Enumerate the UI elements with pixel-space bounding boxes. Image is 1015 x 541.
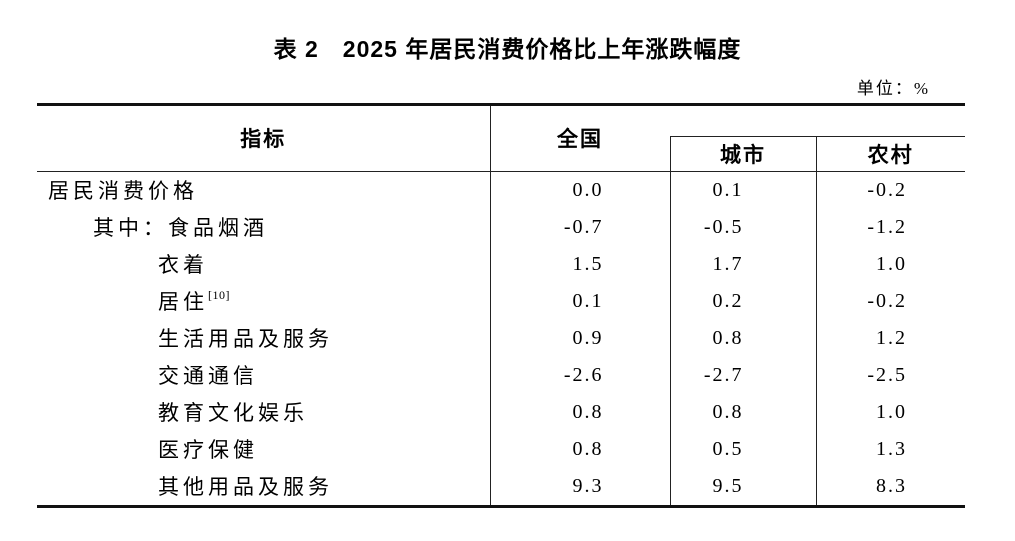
national-value-cell: 9.3 xyxy=(489,467,670,505)
table-row: 教育文化娱乐 0.8 0.8 1.0 xyxy=(37,393,965,431)
indicator-label: 交通通信 xyxy=(158,364,258,388)
unit-label: 单位：% xyxy=(856,79,930,98)
column-header-national: 全国 xyxy=(490,106,670,172)
rural-value-cell: 1.0 xyxy=(815,393,965,431)
city-value-cell: 0.8 xyxy=(669,319,816,357)
national-value-cell: 0.9 xyxy=(489,319,670,357)
table-row: 生活用品及服务 0.9 0.8 1.2 xyxy=(37,319,965,357)
table-row: 其中：食品烟酒 -0.7 -0.5 -1.2 xyxy=(37,208,965,246)
indicator-label: 教育文化娱乐 xyxy=(158,401,308,425)
rural-value-cell: 1.0 xyxy=(815,245,965,283)
header-spacer xyxy=(670,106,965,137)
indicator-label: 其他用品及服务 xyxy=(158,475,333,499)
table-body: 居民消费价格 0.0 0.1 -0.2 其中：食品烟酒 -0.7 -0.5 -1.2 衣着 1.5… xyxy=(37,171,965,505)
indicator-cell: 教育文化娱乐 xyxy=(37,394,490,431)
indicator-cell: 医疗保健 xyxy=(37,431,490,468)
rural-value-cell: 8.3 xyxy=(815,467,965,505)
national-value-cell: 0.1 xyxy=(489,282,670,320)
national-value-cell: 0.0 xyxy=(489,171,670,209)
indicator-label: 衣着 xyxy=(158,253,208,277)
city-value-cell: 0.5 xyxy=(669,430,816,468)
indicator-cell: 生活用品及服务 xyxy=(37,320,490,357)
indicator-cell: 其他用品及服务 xyxy=(37,468,490,505)
table-row: 衣着 1.5 1.7 1.0 xyxy=(37,245,965,283)
city-value-cell: -2.7 xyxy=(669,356,816,394)
table-row: 其他用品及服务 9.3 9.5 8.3 xyxy=(37,467,965,505)
indicator-label: 居住 xyxy=(158,290,208,314)
column-header-rural: 农村 xyxy=(815,136,965,172)
indicator-cell: 衣着 xyxy=(37,246,490,283)
table-row: 居住[10] 0.1 0.2 -0.2 xyxy=(37,282,965,320)
indicator-cell: 居住[10] xyxy=(37,283,490,320)
rural-value-cell: -0.2 xyxy=(815,282,965,320)
indicator-cell: 交通通信 xyxy=(37,357,490,394)
column-header-city: 城市 xyxy=(669,136,816,172)
table-header: 指标 全国 城市 农村 xyxy=(37,106,965,172)
national-value-cell: -2.6 xyxy=(489,356,670,394)
national-value-cell: 0.8 xyxy=(489,430,670,468)
city-value-cell: 1.7 xyxy=(669,245,816,283)
cpi-data-table: 指标 全国 城市 农村 居民消费价格 0.0 0.1 -0.2 其中：食品烟酒 -0.7-… xyxy=(37,106,965,505)
indicator-label: 其中：食品烟酒 xyxy=(93,216,268,240)
city-value-cell: 0.2 xyxy=(669,282,816,320)
city-value-cell: -0.5 xyxy=(669,208,816,246)
column-header-indicator: 指标 xyxy=(37,106,491,172)
header-row-sub: 城市 农村 xyxy=(37,136,965,172)
rural-value-cell: -0.2 xyxy=(815,171,965,209)
city-value-cell: 9.5 xyxy=(669,467,816,505)
indicator-label: 生活用品及服务 xyxy=(158,327,333,351)
rural-value-cell: 1.2 xyxy=(815,319,965,357)
header-row-top: 指标 全国 xyxy=(37,106,965,172)
rural-value-cell: 1.3 xyxy=(815,430,965,468)
national-value-cell: 1.5 xyxy=(489,245,670,283)
footnote-ref: [10] xyxy=(208,288,230,302)
city-value-cell: 0.1 xyxy=(669,171,816,209)
cpi-table: 指标 全国 城市 农村 居民消费价格 0.0 0.1 -0.2 其中：食品烟酒 -0.7-… xyxy=(37,103,965,508)
indicator-cell: 其中：食品烟酒 xyxy=(37,209,490,246)
indicator-label: 医疗保健 xyxy=(158,438,258,462)
national-value-cell: -0.7 xyxy=(489,208,670,246)
table-row: 交通通信 -2.6 -2.7 -2.5 xyxy=(37,356,965,394)
rural-value-cell: -2.5 xyxy=(815,356,965,394)
table-row: 医疗保健 0.8 0.5 1.3 xyxy=(37,430,965,468)
table-title: 表 2 2025 年居民消费价格比上年涨跌幅度 xyxy=(273,36,742,62)
national-value-cell: 0.8 xyxy=(489,393,670,431)
indicator-label: 居民消费价格 xyxy=(48,179,198,203)
table-row: 居民消费价格 0.0 0.1 -0.2 xyxy=(37,171,965,209)
rural-value-cell: -1.2 xyxy=(815,208,965,246)
indicator-cell: 居民消费价格 xyxy=(37,171,490,209)
city-value-cell: 0.8 xyxy=(669,393,816,431)
